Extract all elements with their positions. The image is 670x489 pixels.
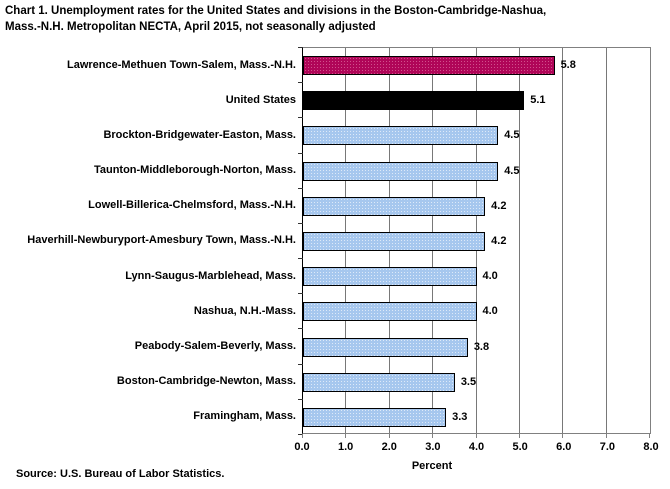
bar-division <box>303 267 477 286</box>
y-axis-tick <box>298 328 303 329</box>
x-axis-tick <box>432 434 434 438</box>
category-label: Boston-Cambridge-Newton, Mass. <box>116 375 296 388</box>
bar-division <box>303 126 499 145</box>
value-label: 4.2 <box>491 235 507 247</box>
value-label: 4.2 <box>491 200 507 212</box>
x-tick-label: 4.0 <box>468 441 485 453</box>
x-axis-tick <box>388 434 390 438</box>
category-axis: Lawrence-Methuen Town-Salem, Mass.-N.H. U… <box>0 47 296 434</box>
bar-division <box>303 408 447 427</box>
y-axis-tick <box>298 293 303 294</box>
x-axis-title: Percent <box>411 460 453 472</box>
x-tick-label: 3.0 <box>425 441 441 453</box>
bar-division <box>303 373 455 392</box>
value-label: 4.5 <box>504 129 520 141</box>
category-label: Haverhill-Newburyport-Amesbury Town, Mas… <box>27 234 296 247</box>
value-label: 4.0 <box>482 305 498 317</box>
gridline <box>605 48 607 433</box>
gridline <box>562 48 564 433</box>
category-label: Nashua, N.H.-Mass. <box>193 304 296 317</box>
x-axis: 0.0 1.0 2.0 3.0 4.0 5.0 6.0 7.0 8.0 <box>294 441 658 455</box>
x-axis-tick <box>562 434 564 438</box>
x-tick-label: 6.0 <box>556 441 572 453</box>
x-axis-tick <box>345 434 347 438</box>
category-label: Lowell-Billerica-Chelmsford, Mass.-N.H. <box>88 199 296 212</box>
bar-us <box>303 91 525 110</box>
x-axis-tick <box>302 434 303 438</box>
value-label: 5.1 <box>530 94 546 106</box>
x-axis-tick <box>518 434 520 438</box>
y-axis-tick <box>298 434 303 435</box>
x-tick-label: 8.0 <box>643 441 659 453</box>
y-axis-tick <box>298 223 303 224</box>
bar-division <box>303 232 486 251</box>
y-axis-tick <box>298 188 303 189</box>
bar-division <box>303 197 486 216</box>
x-tick-label: 1.0 <box>337 441 354 453</box>
value-label: 4.0 <box>482 270 498 282</box>
source-note: Source: U.S. Bureau of Labor Statistics. <box>16 468 225 480</box>
category-label: Taunton-Middleborough-Norton, Mass. <box>93 164 296 177</box>
value-label: 3.5 <box>460 376 477 388</box>
x-tick-label: 0.0 <box>294 441 310 453</box>
bar-division <box>303 302 477 321</box>
category-label: United States <box>225 93 296 106</box>
chart-title-line1: Chart 1. Unemployment rates for the Unit… <box>5 5 547 17</box>
bar-division <box>303 338 468 357</box>
x-tick-label: 7.0 <box>599 441 616 453</box>
y-axis-tick <box>298 258 303 259</box>
category-label: Lawrence-Methuen Town-Salem, Mass.-N.H. <box>66 58 296 71</box>
x-axis-tick <box>475 434 477 438</box>
value-label: 3.3 <box>452 411 468 423</box>
value-label: 3.8 <box>473 341 490 353</box>
category-label: Brockton-Bridgewater-Easton, Mass. <box>103 128 296 141</box>
bar-division <box>303 162 499 181</box>
y-axis-tick <box>298 82 303 83</box>
y-axis-tick <box>298 153 303 154</box>
category-label: Framingham, Mass. <box>193 410 296 423</box>
y-axis-tick <box>298 117 303 118</box>
bar-highlight <box>303 56 555 75</box>
gridline <box>518 48 520 433</box>
value-label: 4.5 <box>504 165 520 177</box>
y-axis-tick <box>298 364 303 365</box>
chart-title: Chart 1. Unemployment rates for the Unit… <box>5 4 665 35</box>
y-axis-tick <box>298 399 303 400</box>
category-label: Lynn-Saugus-Marblehead, Mass. <box>125 269 296 282</box>
chart-title-line2: Mass.-N.H. Metropolitan NECTA, April 201… <box>5 20 376 33</box>
y-axis-tick <box>298 47 303 48</box>
x-axis-tick <box>649 434 650 438</box>
x-tick-label: 5.0 <box>512 441 528 453</box>
plot-area: 5.8 5.1 4.5 4.5 4.2 4.2 4.0 4.0 3.8 3.5 3.3 <box>298 47 651 438</box>
x-tick-label: 2.0 <box>381 441 397 453</box>
value-label: 5.8 <box>560 59 576 71</box>
x-axis-tick <box>605 434 607 438</box>
category-label: Peabody-Salem-Beverly, Mass. <box>134 340 296 353</box>
